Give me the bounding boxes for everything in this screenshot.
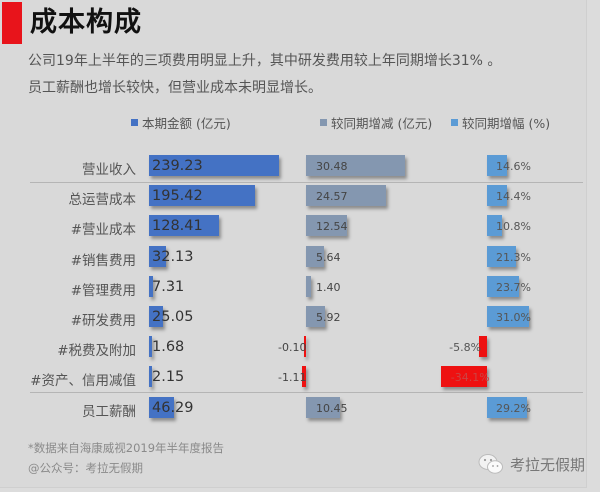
subtitle-line-1: 公司19年上半年的三项费用明显上升，其中研发费用较上年同期增长31% 。 [28, 53, 502, 69]
bar-change [306, 215, 347, 237]
table-row: #资产、信用减值 2.15 -1.11 -34.1% [0, 366, 600, 390]
bar-pct [487, 245, 516, 267]
bar-current [149, 366, 152, 388]
bar-pct [487, 275, 520, 297]
table-row: #研发费用 25.05 5.92 31.0% [0, 306, 600, 330]
table-row: #营业成本 128.41 12.54 10.8% [0, 215, 600, 239]
value-current: 32.13 [152, 248, 194, 265]
bar-current [149, 396, 175, 418]
value-pct: 14.6% [496, 160, 531, 173]
bar-change [302, 366, 306, 388]
value-change: 30.48 [316, 160, 348, 173]
bar-current [149, 215, 219, 237]
table-row: 员工薪酬 46.29 10.45 29.2% [0, 396, 600, 421]
source-note: *数据来自海康威视2019年半年度报告 [28, 441, 225, 455]
value-change: -1.11 [278, 371, 307, 385]
value-current: 1.68 [152, 339, 185, 356]
value-current: 25.05 [152, 309, 194, 325]
bar-current [149, 275, 153, 297]
value-pct: -5.8% [449, 341, 482, 355]
value-pct: 21.3% [496, 250, 531, 264]
page-title: 成本构成 [30, 7, 142, 38]
row-label: #营业成本 [70, 222, 136, 239]
bar-current [149, 336, 152, 358]
row-label: #销售费用 [70, 252, 136, 269]
value-change: 24.57 [316, 190, 348, 204]
legend-item-current: 本期金额 (亿元) [131, 113, 231, 132]
bar-current [149, 185, 256, 207]
bar-current [149, 245, 167, 267]
row-label: 总运营成本 [68, 192, 137, 209]
value-change: 5.92 [316, 311, 341, 324]
bar-change [306, 245, 325, 267]
table-row: 总运营成本 195.42 24.57 14.4% [0, 185, 600, 209]
legend-label: 较同期增幅 (%) [462, 116, 551, 131]
value-pct: 31.0% [496, 311, 531, 324]
bar-change [306, 275, 311, 297]
value-current: 46.29 [152, 399, 194, 416]
bar-pct [487, 396, 527, 418]
value-change: 12.54 [316, 220, 348, 234]
legend-item-pct: 较同期增幅 (%) [451, 113, 550, 132]
bar-change [306, 155, 405, 176]
value-change: 1.40 [316, 280, 341, 294]
account-note: @公众号：考拉无假期 [28, 461, 143, 475]
brand-name: 考拉无假期 [510, 455, 586, 474]
value-pct: 29.2% [496, 401, 531, 415]
legend-item-change: 较同期增减 (亿元) [320, 113, 432, 132]
bar-pct [487, 215, 502, 237]
title-accent-bar [2, 2, 22, 44]
bar-pct [487, 306, 529, 327]
bar-pct [487, 155, 507, 176]
value-change: 10.45 [316, 401, 348, 415]
table-row: 营业收入 239.23 30.48 14.6% [0, 155, 600, 179]
separator-line [30, 392, 583, 393]
value-current: 128.41 [152, 218, 203, 235]
bar-change [304, 336, 306, 358]
legend-label: 较同期增减 (亿元) [331, 116, 433, 131]
value-pct: 23.7% [496, 280, 531, 294]
bar-change [306, 306, 326, 327]
row-label: #管理费用 [70, 282, 136, 299]
row-label: #资产、信用减值 [30, 373, 136, 390]
table-row: #销售费用 32.13 5.64 21.3% [0, 245, 600, 270]
brand-watermark: 考拉无假期 [478, 453, 585, 475]
row-label: 营业收入 [82, 162, 136, 178]
value-pct: 10.8% [496, 220, 531, 234]
value-current: 7.31 [152, 278, 185, 295]
value-change: 5.64 [316, 250, 341, 264]
bar-pct [479, 336, 487, 358]
legend-swatch-icon [131, 119, 138, 126]
value-pct: 14.4% [496, 190, 531, 204]
value-current: 195.42 [152, 188, 203, 205]
wechat-icon [478, 454, 503, 474]
row-label: 员工薪酬 [82, 403, 136, 420]
table-row: #税费及附加 1.68 -0.10 -5.8% [0, 336, 600, 360]
row-label: #研发费用 [70, 313, 136, 329]
row-label: #税费及附加 [57, 343, 136, 360]
bar-change [306, 396, 340, 418]
table-row: #管理费用 7.31 1.40 23.7% [0, 275, 600, 300]
legend-label: 本期金额 (亿元) [142, 116, 231, 131]
value-current: 239.23 [152, 158, 203, 174]
legend-swatch-icon [451, 119, 458, 126]
value-current: 2.15 [152, 369, 185, 386]
bar-current [149, 155, 279, 176]
separator-line [30, 182, 583, 183]
value-change: -0.10 [278, 341, 307, 355]
bar-pct [487, 185, 507, 207]
bar-current [149, 306, 163, 327]
value-pct: -34.1% [450, 371, 490, 385]
bar-pct [440, 366, 487, 388]
bar-change [306, 185, 386, 207]
subtitle-line-2: 员工薪酬也增长较快，但营业成本未明显增长。 [28, 80, 322, 96]
legend-swatch-icon [320, 119, 327, 126]
